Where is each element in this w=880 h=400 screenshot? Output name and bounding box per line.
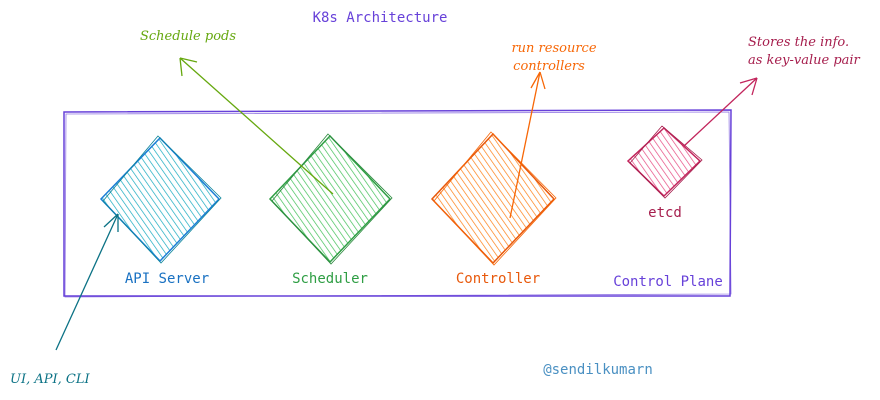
etcd-annotation-line1: Stores the info.	[748, 35, 849, 50]
scheduler-label: Scheduler	[292, 271, 368, 287]
control-plane-label: Control Plane	[613, 274, 723, 290]
controller-annotation-line1: run resource	[511, 41, 596, 56]
etcd-label: etcd	[648, 205, 682, 221]
api-server-arrow	[55, 213, 119, 351]
scheduler-arrow	[179, 57, 334, 195]
controller-label: Controller	[456, 271, 540, 287]
etcd-node	[626, 125, 703, 199]
api-server-label: API Server	[125, 271, 209, 287]
api-server-node	[99, 135, 222, 264]
diagram-title: K8s Architecture	[313, 10, 448, 26]
controller-annotation-line2: controllers	[513, 59, 585, 74]
controller-node	[430, 131, 557, 266]
etcd-annotation-line2: as key-value pair	[748, 53, 861, 68]
author-credit: @sendilkumarn	[543, 362, 653, 378]
control-plane-frame	[63, 109, 732, 298]
controller-arrow	[509, 71, 546, 219]
etcd-arrow	[683, 77, 758, 147]
scheduler-annotation: Schedule pods	[140, 29, 236, 44]
api-server-annotation: UI, API, CLI	[10, 372, 90, 387]
scheduler-node	[268, 133, 393, 265]
